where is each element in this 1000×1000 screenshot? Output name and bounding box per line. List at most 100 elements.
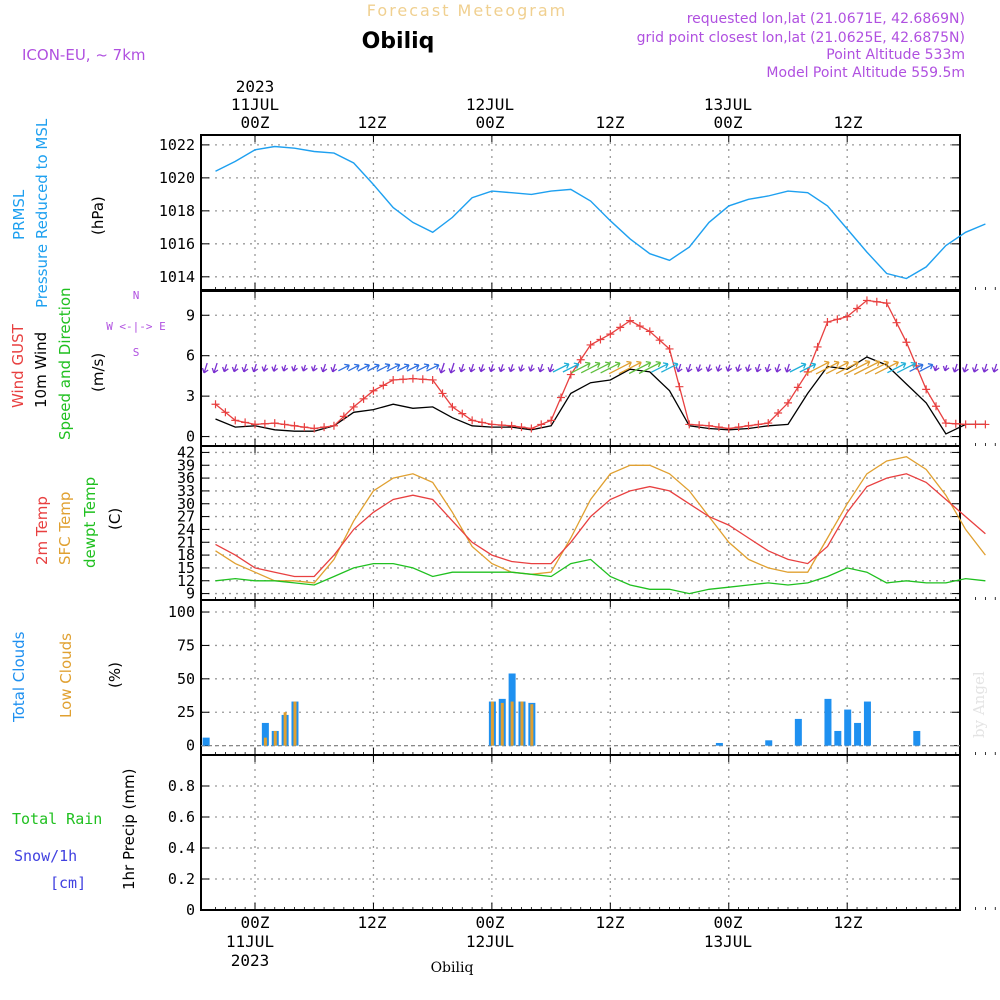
y-tick-label: 75 xyxy=(177,636,195,654)
wind-direction-arrow xyxy=(357,363,370,372)
wind-direction-arrow xyxy=(991,363,999,373)
bottom-tick-label: 00Z xyxy=(476,913,505,932)
y-tick-label: 1014 xyxy=(159,268,195,286)
gust-marker xyxy=(882,299,891,308)
gust-marker xyxy=(537,420,546,429)
wind-direction-arrow xyxy=(488,364,496,373)
gust-marker xyxy=(310,424,319,433)
gust-marker xyxy=(320,423,329,432)
top-tick-label: 12Z xyxy=(596,113,625,132)
wind-direction-arrow xyxy=(962,363,969,373)
wind-direction-arrow xyxy=(468,363,476,373)
wind-direction-arrow xyxy=(261,364,269,372)
gust-marker xyxy=(596,335,605,344)
y-tick-label: 1022 xyxy=(159,136,195,154)
gust-marker xyxy=(339,412,348,421)
gust-marker xyxy=(487,420,496,429)
gust-marker xyxy=(428,375,437,384)
wind-direction-arrow xyxy=(537,363,545,373)
wind-direction-arrow xyxy=(367,363,380,372)
gust-marker xyxy=(260,419,269,428)
wind-direction-arrow xyxy=(745,364,752,373)
wind-direction-arrow xyxy=(518,364,525,372)
gust-marker xyxy=(853,304,862,313)
y-tick-label: 1020 xyxy=(159,169,195,187)
gust-marker xyxy=(734,423,743,432)
wind-direction-arrow xyxy=(815,360,840,375)
gust-marker xyxy=(892,318,901,327)
wind-direction-arrow xyxy=(608,360,632,375)
model-altitude: Model Point Altitude 559.5m xyxy=(766,65,965,81)
gust-marker xyxy=(843,312,852,321)
wind-direction-arrow xyxy=(330,363,338,373)
y-tick-label: 25 xyxy=(177,703,195,721)
total-cloud-bar xyxy=(913,730,921,746)
gust-marker xyxy=(675,382,684,391)
wind-direction-arrow xyxy=(552,362,570,373)
wind-direction-arrow xyxy=(675,363,683,373)
y-tick-label: 1018 xyxy=(159,202,195,220)
bottom-year-label: 2023 xyxy=(231,951,270,970)
gust-marker xyxy=(872,297,881,306)
gust-marker xyxy=(359,394,368,403)
compass-s: S xyxy=(133,346,140,359)
y-tick-label: 0.6 xyxy=(168,808,195,826)
pressure-unit: (hPa) xyxy=(89,196,107,235)
model-label: ICON-EU, ~ 7km xyxy=(22,46,146,64)
wind-direction-arrow xyxy=(952,363,959,373)
gust-marker xyxy=(645,327,654,336)
compass-n: N xyxy=(133,289,140,302)
y-tick-label: 6 xyxy=(186,347,195,365)
gust-marker xyxy=(379,381,388,390)
wind-gust-label: Wind GUST xyxy=(9,323,27,408)
wind-direction-arrow xyxy=(835,360,859,375)
top-tick-label: 00Z xyxy=(241,113,270,132)
pressure-label-long: Pressure Reduced to MSL xyxy=(33,118,51,308)
gust-marker xyxy=(458,409,467,418)
gust-marker xyxy=(369,386,378,395)
grid-point-coords: grid point closest lon,lat (21.0625E, 42… xyxy=(637,30,965,46)
total-cloud-bar xyxy=(261,722,269,746)
wind-direction-arrow xyxy=(271,364,279,372)
wind-direction-arrow xyxy=(774,363,782,373)
y-tick-label: 42 xyxy=(177,443,195,461)
panel-frame xyxy=(200,754,961,911)
wind-direction-arrow xyxy=(971,363,979,373)
y-tick-label: 30 xyxy=(177,495,195,513)
y-tick-label: 50 xyxy=(177,670,195,688)
bottom-tick-label: 12Z xyxy=(358,913,387,932)
wind-direction-arrow xyxy=(562,362,580,373)
y-tick-label: 0 xyxy=(186,901,195,919)
bottom-tick-label: 12Z xyxy=(834,913,863,932)
top-tick-label: 00Z xyxy=(714,113,743,132)
gust-marker xyxy=(665,344,674,353)
gust-marker xyxy=(329,421,338,430)
snow-label: Snow/1h xyxy=(14,847,77,865)
y-tick-label: 3 xyxy=(186,387,195,405)
gust-marker xyxy=(586,340,595,349)
wind-direction-arrow xyxy=(241,363,249,373)
total-cloud-bar xyxy=(844,709,852,746)
panel-frame xyxy=(200,445,961,601)
gust-marker xyxy=(655,336,664,345)
gust-marker xyxy=(823,318,832,326)
top-tick-label: 12Z xyxy=(358,113,387,132)
wind-direction-arrow xyxy=(942,365,950,372)
wind-direction-arrow xyxy=(853,360,881,376)
gust-marker xyxy=(478,418,487,427)
gust-marker xyxy=(418,375,427,384)
wind-direction-arrow xyxy=(376,363,391,372)
wind-direction-arrow xyxy=(844,360,871,376)
total-cloud-bar xyxy=(794,718,802,746)
wind-direction-arrow xyxy=(547,363,555,373)
wind-direction-arrow xyxy=(386,363,401,372)
temp-unit: (C) xyxy=(106,508,124,530)
gust-marker xyxy=(468,416,477,425)
y-tick-label: 39 xyxy=(177,456,195,474)
wind-direction-label: Speed and Direction xyxy=(56,287,74,440)
y-tick-label: 21 xyxy=(177,533,195,551)
wind-direction-arrow xyxy=(932,365,940,372)
wind-direction-arrow xyxy=(887,361,907,374)
gust-marker xyxy=(576,355,585,364)
